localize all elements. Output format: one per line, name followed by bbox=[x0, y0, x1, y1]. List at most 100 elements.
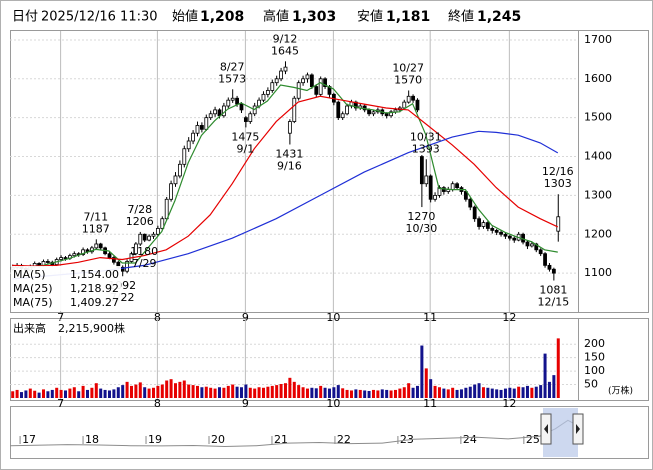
candle-body bbox=[538, 249, 543, 255]
x-tick-label: 9 bbox=[242, 311, 249, 324]
candle-body bbox=[433, 195, 437, 200]
volume-bar bbox=[464, 387, 468, 398]
candle-body bbox=[437, 187, 442, 196]
candle-body bbox=[494, 229, 499, 233]
volume-bar bbox=[517, 386, 521, 398]
candle-body bbox=[345, 105, 349, 115]
candle-body bbox=[547, 264, 552, 270]
volume-bar bbox=[239, 387, 243, 398]
volume-bar bbox=[99, 388, 103, 398]
candle-body bbox=[305, 74, 310, 80]
candle-body bbox=[507, 235, 512, 239]
volume-bar bbox=[473, 384, 477, 398]
volume-bar bbox=[411, 387, 415, 398]
x-tick-label: 7 bbox=[57, 311, 64, 324]
volume-bar bbox=[556, 338, 560, 398]
candle-body bbox=[164, 198, 169, 220]
volume-bar bbox=[103, 389, 107, 398]
volume-bar bbox=[288, 377, 292, 398]
unit-label: (万株) bbox=[608, 385, 633, 397]
volume-bar bbox=[156, 385, 160, 398]
high-date: 10/27 bbox=[392, 61, 424, 74]
candle-body bbox=[402, 101, 407, 109]
volume-bar bbox=[341, 388, 345, 398]
low-value: 1270 bbox=[407, 210, 435, 223]
candle-body bbox=[371, 111, 376, 115]
volume-bar bbox=[539, 385, 543, 398]
volume-bar bbox=[195, 385, 199, 398]
volume-bar bbox=[468, 386, 472, 398]
candle-body bbox=[543, 253, 547, 266]
volume-bar bbox=[358, 389, 362, 398]
volume-bar bbox=[19, 392, 23, 398]
low-value: 1081 bbox=[539, 284, 567, 297]
high-date: 7/11 bbox=[83, 210, 108, 223]
volume-bar bbox=[301, 387, 305, 398]
candle-body bbox=[274, 78, 279, 84]
candle-body bbox=[314, 86, 319, 95]
low-date: 9/1 bbox=[237, 142, 255, 155]
high-value: 1570 bbox=[394, 73, 422, 86]
volume-bar bbox=[81, 385, 85, 398]
volume-bar bbox=[178, 381, 182, 398]
volume-bar bbox=[534, 386, 538, 398]
candle-body bbox=[525, 241, 530, 247]
candle-body bbox=[243, 117, 248, 122]
candle-body bbox=[133, 243, 138, 255]
volume-bar bbox=[266, 386, 270, 398]
low-date: 7/29 bbox=[132, 257, 157, 270]
volume-bar bbox=[28, 388, 32, 398]
date-label: 日付 bbox=[12, 10, 38, 25]
volume-bar bbox=[213, 388, 217, 398]
candle-body bbox=[472, 206, 477, 220]
high-value: 1206 bbox=[126, 215, 154, 228]
volume-bar bbox=[134, 384, 138, 398]
high-date: 8/27 bbox=[220, 60, 245, 73]
field-label: 始値 bbox=[172, 9, 198, 25]
volume-bar bbox=[24, 390, 28, 398]
volume-bar bbox=[50, 389, 54, 398]
legend-name: MA(75) bbox=[13, 296, 53, 309]
volume-panel bbox=[10, 318, 649, 401]
high-value: 1573 bbox=[218, 72, 246, 85]
candle-body bbox=[323, 78, 327, 87]
candle-body bbox=[490, 228, 495, 231]
y-tick-label: 50 bbox=[584, 378, 598, 391]
candle-body bbox=[81, 249, 85, 255]
volume-bar bbox=[398, 388, 402, 398]
volume-bar bbox=[147, 388, 151, 398]
low-date: 9/16 bbox=[277, 159, 302, 172]
y-tick-label: 200 bbox=[584, 337, 605, 350]
volume-bar bbox=[371, 389, 375, 398]
candle-body bbox=[481, 222, 486, 227]
candle-body bbox=[301, 78, 305, 84]
high-value: 1303 bbox=[544, 177, 572, 190]
candle-body bbox=[160, 218, 165, 229]
volume-bar bbox=[477, 383, 481, 398]
volume-bar bbox=[68, 388, 72, 398]
candle-body bbox=[411, 95, 415, 101]
volume-bar bbox=[55, 387, 59, 398]
legend-value: 1,218.92 bbox=[70, 282, 119, 295]
datetime: 2025/12/16 11:30 bbox=[41, 10, 158, 25]
year-label: 23 bbox=[400, 433, 414, 446]
candle-body bbox=[107, 253, 112, 258]
volume-bar bbox=[332, 387, 336, 398]
candle-body bbox=[367, 109, 371, 115]
candle-body bbox=[428, 175, 433, 200]
volume-bar bbox=[327, 388, 331, 398]
volume-bar bbox=[257, 387, 261, 398]
volume-bar bbox=[305, 388, 309, 398]
high-date: 10/31 bbox=[410, 130, 442, 143]
volume-bar bbox=[107, 390, 111, 398]
legend-value: 1,409.27 bbox=[70, 296, 119, 309]
y-tick-label: 1100 bbox=[584, 266, 612, 279]
x-tick-label: 12 bbox=[502, 397, 516, 410]
field-value: 1,181 bbox=[386, 9, 430, 25]
volume-bar bbox=[319, 385, 323, 398]
volume-bar bbox=[345, 389, 349, 398]
y-tick-label: 1300 bbox=[584, 188, 612, 201]
y-tick-label: 1600 bbox=[584, 72, 612, 85]
candle-body bbox=[499, 231, 503, 235]
